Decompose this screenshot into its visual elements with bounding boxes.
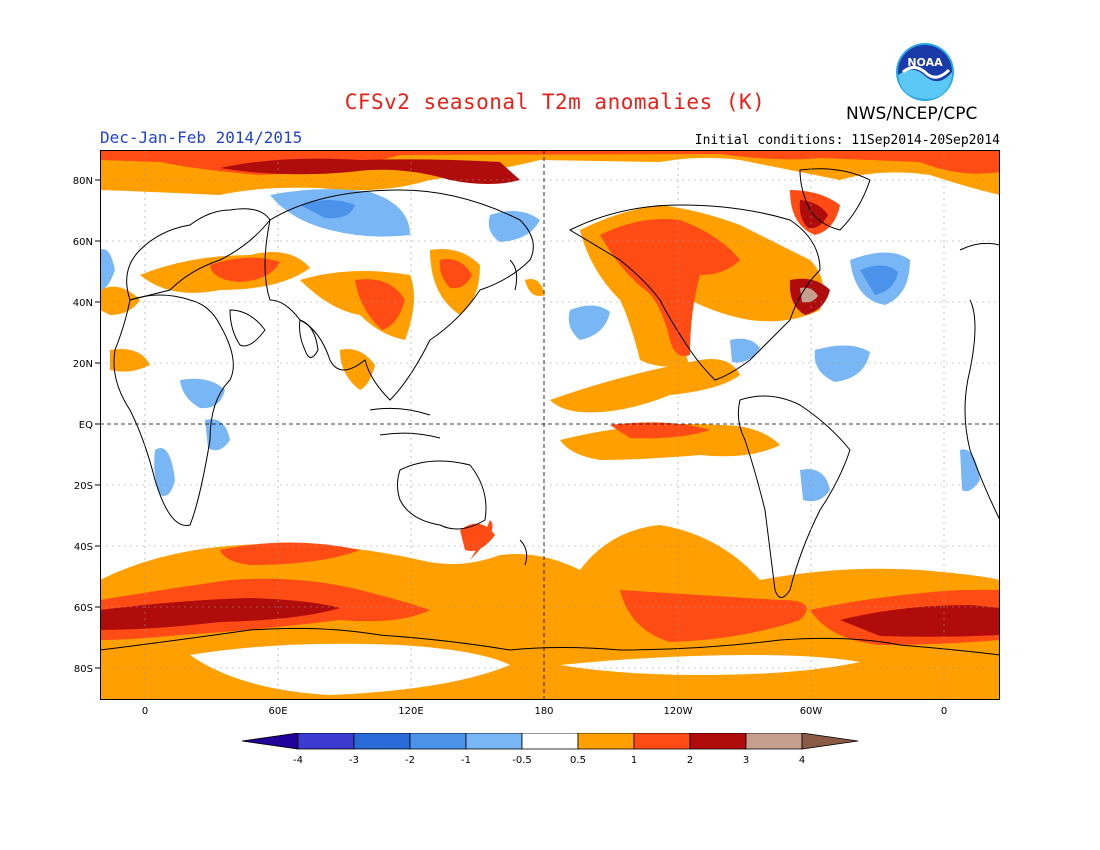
antarctic-neutral-region	[190, 643, 510, 695]
lon-label: 120W	[664, 706, 693, 717]
lon-label: 0	[142, 706, 148, 717]
colorbar-swatch	[241, 733, 299, 750]
colorbar-label: -0.5	[512, 755, 532, 766]
colorbar-swatch	[577, 733, 635, 750]
colorbar-label: -1	[461, 755, 471, 766]
colorbar-swatch	[521, 733, 579, 750]
colorbar-swatch	[745, 733, 803, 750]
agency-label: NWS/NCEP/CPC	[846, 104, 978, 124]
eurasia-warm-anomaly	[100, 249, 545, 390]
lon-label: 120E	[398, 706, 423, 717]
lon-label: 0	[941, 706, 947, 717]
map-frame	[100, 150, 1000, 700]
lat-label: EQ	[79, 420, 93, 431]
lat-label: 20N	[73, 359, 93, 370]
lat-label: 80S	[74, 664, 93, 675]
lon-label: 180	[534, 706, 553, 717]
colorbar-swatch	[353, 733, 411, 750]
map-title: CFSv2 seasonal T2m anomalies (K)	[344, 90, 766, 114]
season-label: Dec-Jan-Feb 2014/2015	[100, 128, 303, 147]
noaa-logo-text: NOAA	[907, 56, 943, 69]
colorbar-label: 1	[631, 755, 637, 766]
longitude-axis: 0 60E 120E 180 120W 60W 0	[142, 706, 947, 717]
colorbar-swatch	[297, 733, 355, 750]
colorbar-label: 4	[799, 755, 805, 766]
cool-anomalies	[100, 189, 980, 502]
colorbar-label: -3	[349, 755, 359, 766]
colorbar-label: 0.5	[570, 755, 586, 766]
colorbar-swatch	[465, 733, 523, 750]
colorbar-label: 3	[743, 755, 749, 766]
arctic-warm-anomaly	[100, 150, 1000, 235]
lat-label: 20S	[74, 481, 93, 492]
colorbar-swatch	[689, 733, 747, 750]
anomaly-map	[100, 150, 1000, 700]
colorbar-label: -4	[293, 755, 303, 766]
colorbar-swatch	[633, 733, 691, 750]
pacific-warm-anomaly	[550, 359, 780, 460]
lat-label: 60S	[74, 603, 93, 614]
lon-label: 60W	[800, 706, 823, 717]
noaa-logo: NOAA	[896, 43, 954, 101]
coastlines	[100, 168, 1000, 656]
latitude-axis: 80N 60N 40N 20N EQ 20S 40S 60S 80S	[73, 176, 100, 675]
colorbar-swatch	[801, 733, 859, 750]
colorbar-swatch	[409, 733, 467, 750]
lat-label: 40N	[73, 298, 93, 309]
lat-label: 60N	[73, 237, 93, 248]
lat-label: 40S	[74, 542, 93, 553]
colorbar-label: -2	[405, 755, 415, 766]
initial-conditions-label: Initial conditions: 11Sep2014-20Sep2014	[694, 133, 1000, 148]
north-america-warm-anomaly	[580, 205, 830, 367]
lon-label: 60E	[268, 706, 287, 717]
grid-lines	[100, 150, 1000, 700]
lat-label: 80N	[73, 176, 93, 187]
colorbar: -4 -3 -2 -1 -0.5 0.5 1 2 3 4	[241, 733, 859, 766]
colorbar-label: 2	[687, 755, 693, 766]
